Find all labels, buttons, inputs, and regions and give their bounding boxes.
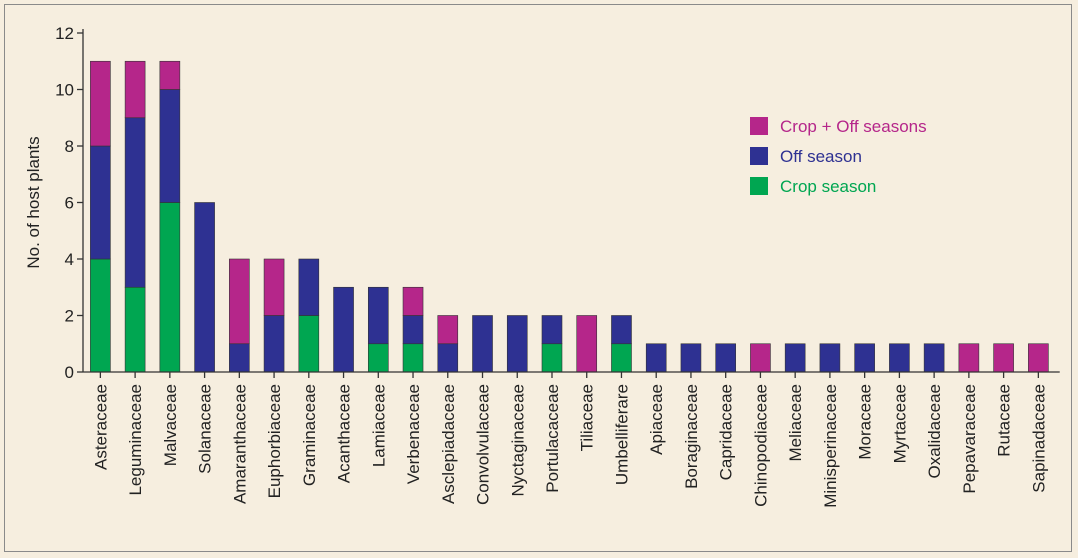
bar-verbenaceae-off-season [402, 315, 424, 345]
x-tick-label-leguminaceae: Leguminaceae [126, 384, 145, 496]
bar-minisperinaceae-off-season [819, 343, 841, 373]
bar-amaranthaceae-crop-off-seasons [229, 258, 250, 345]
x-tick-label-verbenaceae: Verbenaceae [404, 384, 423, 484]
bar-lamiaceae-off-season [367, 286, 389, 345]
chart-frame: 0 2 4 6 8 10 12 No. of host plants Asteraceae Leg… [4, 4, 1072, 552]
bar-verbenaceae-crop-season [402, 343, 424, 373]
legend-label-crop-season: Crop season [780, 177, 876, 196]
x-tick-label-capridaceae: Capridaceae [717, 384, 736, 480]
x-tick-label-minisperinaceae: Minisperinaceae [821, 384, 840, 508]
bar-graminaceae-off-season [298, 258, 320, 316]
bar-euphorbiaceae-crop-off-seasons [263, 258, 285, 316]
bar-umbelliferare-off-season [611, 315, 632, 345]
x-tick-label-solanaceae: Solanaceae [196, 384, 215, 474]
x-tick-label-graminaceae: Graminaceae [300, 384, 319, 486]
x-tick-label-portulacaceae: Portulacaceae [543, 384, 562, 493]
bar-portulacaceae-crop-season [541, 343, 563, 373]
y-tick-label: 6 [65, 194, 74, 213]
bar-asteraceae-crop-season [90, 258, 111, 373]
legend-label-off-season: Off season [780, 147, 862, 166]
bar-verbenaceae-crop-off-seasons [402, 286, 424, 316]
bar-malvaceae-off-season [159, 89, 181, 203]
x-tick-label-tiliaceae: Tiliaceae [578, 384, 597, 451]
y-tick-label: 12 [55, 24, 74, 43]
bar-chinopodiaceae-crop-off-seasons [750, 343, 771, 373]
x-tick-label-euphorbiaceae: Euphorbiaceae [265, 384, 284, 498]
bar-rutaceae-crop-off-seasons [993, 343, 1014, 373]
x-tick-label-lamiaceae: Lamiaceae [369, 384, 388, 467]
y-tick-label: 10 [55, 81, 74, 100]
legend-swatch-crop-season [750, 177, 768, 195]
bar-malvaceae-crop-off-seasons [159, 60, 181, 90]
bar-malvaceae-crop-season [159, 202, 181, 373]
bar-myrtaceae-off-season [889, 343, 910, 373]
bar-asclepiadaceae-crop-off-seasons [437, 315, 459, 345]
bar-apiaceae-off-season [645, 343, 667, 373]
bar-euphorbiaceae-off-season [263, 315, 285, 373]
stacked-bar-chart: 0 2 4 6 8 10 12 No. of host plants Asteraceae Leg… [24, 24, 1060, 508]
legend-label-crop-off-seasons: Crop + Off seasons [780, 117, 927, 136]
bar-amaranthaceae-off-season [229, 343, 250, 373]
x-tick-label-moraceae: Moraceae [856, 384, 875, 460]
y-tick-label: 4 [65, 250, 74, 269]
x-tick-label-asclepiadaceae: Asclepiadaceae [439, 384, 458, 504]
x-tick-label-acanthaceae: Acanthaceae [335, 384, 354, 483]
bar-meliaceae-off-season [784, 343, 806, 373]
bar-asteraceae-off-season [90, 145, 111, 260]
y-tick-label: 2 [65, 307, 74, 326]
bar-lamiaceae-crop-season [367, 343, 389, 373]
x-tick-label-asteraceae: Asteraceae [91, 384, 110, 470]
bar-sapinadaceae-crop-off-seasons [1028, 343, 1049, 373]
x-tick-label-rutaceae: Rutaceae [995, 384, 1014, 457]
x-tick-label-meliaceae: Meliaceae [786, 384, 805, 462]
x-tick-label-nyctaginaceae: Nyctaginaceae [508, 384, 527, 496]
x-tick-label-umbelliferare: Umbelliferare [612, 384, 631, 485]
bar-boraginaceae-off-season [680, 343, 702, 373]
bar-moraceae-off-season [854, 343, 875, 373]
bars-layer [90, 60, 1049, 373]
bar-acanthaceae-off-season [333, 286, 354, 373]
bar-leguminaceae-crop-off-seasons [124, 60, 146, 119]
bar-leguminaceae-crop-season [124, 286, 146, 373]
bar-graminaceae-crop-season [298, 315, 320, 373]
x-tick-label-sapinadaceae: Sapinadaceae [1029, 384, 1048, 493]
x-tick-label-apiaceae: Apiaceae [647, 384, 666, 455]
legend-swatch-off-season [750, 147, 768, 165]
y-tick-label: 8 [65, 137, 74, 156]
bar-oxalidaceae-off-season [923, 343, 945, 373]
bar-pepavaraceae-crop-off-seasons [958, 343, 980, 373]
bar-convolvulaceae-off-season [472, 315, 493, 373]
y-tick-label: 0 [65, 363, 74, 382]
bar-umbelliferare-crop-season [611, 343, 632, 373]
bar-leguminaceae-off-season [124, 117, 146, 288]
x-tick-label-boraginaceae: Boraginaceae [682, 384, 701, 489]
bar-solanaceae-off-season [194, 202, 215, 373]
bar-asteraceae-crop-off-seasons [90, 60, 111, 147]
x-tick-label-pepavaraceae: Pepavaraceae [960, 384, 979, 494]
bar-nyctaginaceae-off-season [506, 315, 528, 373]
bar-asclepiadaceae-off-season [437, 343, 459, 373]
x-tick-label-oxalidaceae: Oxalidaceae [925, 384, 944, 479]
x-tick-label-malvaceae: Malvaceae [161, 384, 180, 466]
x-tick-label-chinopodiaceae: Chinopodiaceae [751, 384, 770, 507]
x-tick-label-myrtaceae: Myrtaceae [890, 384, 909, 463]
bar-tiliaceae-crop-off-seasons [576, 315, 598, 373]
y-axis-label: No. of host plants [24, 136, 43, 268]
bar-portulacaceae-off-season [541, 315, 563, 345]
x-tick-label-convolvulaceae: Convolvulaceae [474, 384, 493, 505]
x-tick-label-amaranthaceae: Amaranthaceae [230, 384, 249, 504]
bar-capridaceae-off-season [715, 343, 736, 373]
legend-swatch-crop-off-seasons [750, 117, 768, 135]
legend: Crop + Off seasons Off season Crop season [750, 117, 927, 196]
axes-layer: 0 2 4 6 8 10 12 No. of host plants Asteraceae Leg… [24, 24, 1060, 508]
